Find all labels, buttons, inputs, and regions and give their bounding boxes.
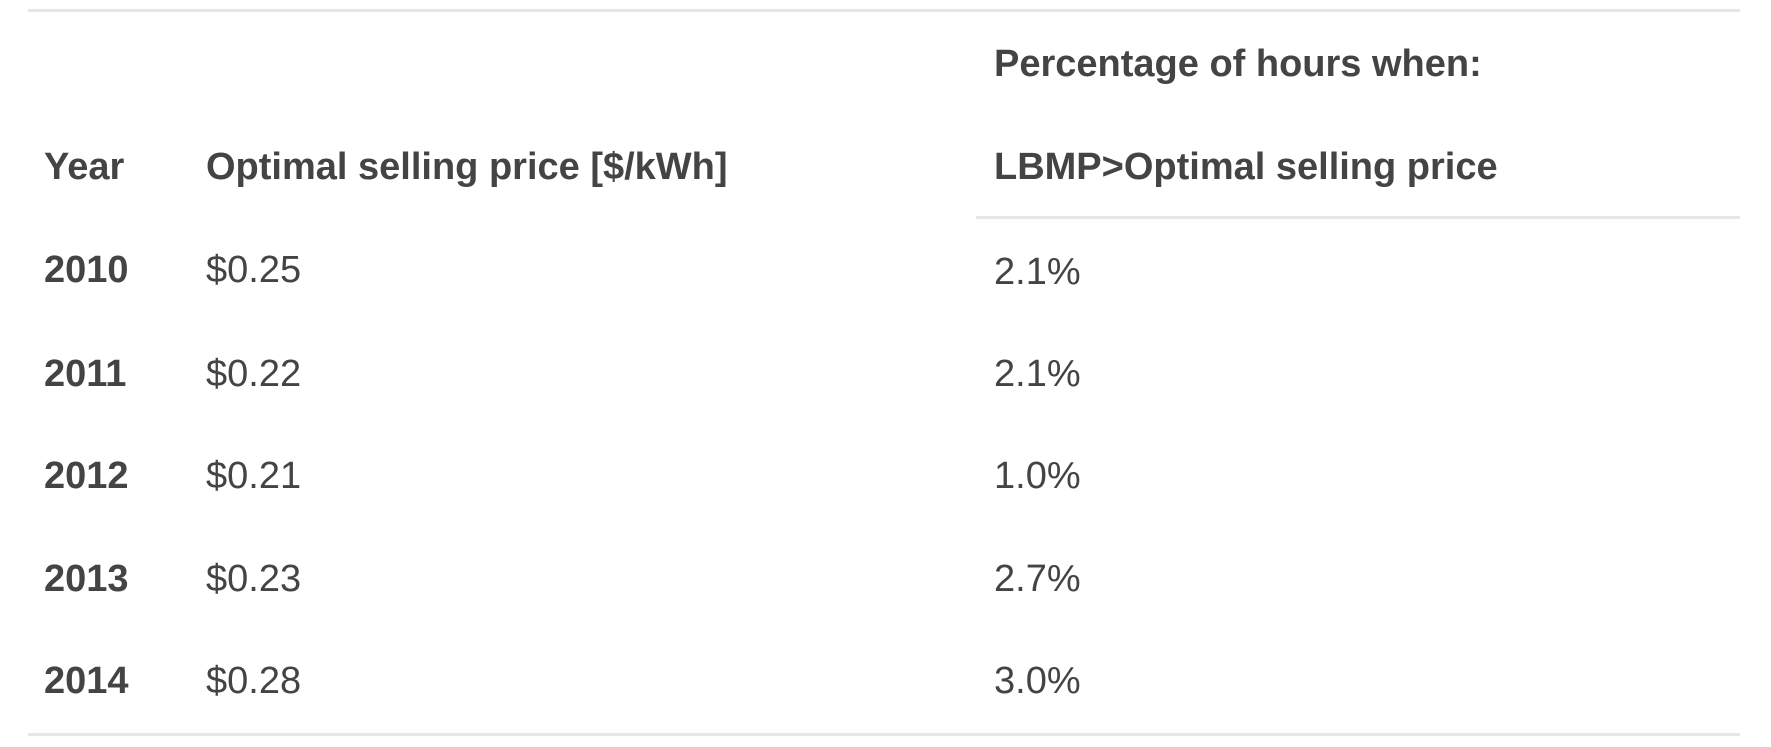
- group-header-underline: [976, 216, 1740, 219]
- price-cell: $0.25: [206, 249, 302, 291]
- price-cell: $0.28: [206, 660, 302, 702]
- year-cell: 2012: [44, 455, 129, 497]
- header-price: Optimal selling price [$/kWh]: [206, 146, 728, 188]
- pct-cell: 3.0%: [994, 660, 1081, 702]
- year-cell: 2010: [44, 249, 129, 291]
- table-top-border: [28, 9, 1740, 12]
- group-header: Percentage of hours when:: [994, 43, 1482, 85]
- pct-cell: 2.1%: [994, 353, 1081, 395]
- table-bottom-border: [28, 733, 1740, 736]
- header-year: Year: [44, 146, 125, 188]
- year-cell: 2013: [44, 558, 129, 600]
- pct-cell: 2.7%: [994, 558, 1081, 600]
- price-cell: $0.21: [206, 455, 302, 497]
- pct-cell: 1.0%: [994, 455, 1081, 497]
- year-cell: 2011: [44, 353, 127, 395]
- header-pct: LBMP>Optimal selling price: [994, 146, 1498, 188]
- year-cell: 2014: [44, 660, 129, 702]
- pct-cell: 2.1%: [994, 251, 1081, 293]
- price-cell: $0.23: [206, 558, 302, 600]
- price-cell: $0.22: [206, 353, 302, 395]
